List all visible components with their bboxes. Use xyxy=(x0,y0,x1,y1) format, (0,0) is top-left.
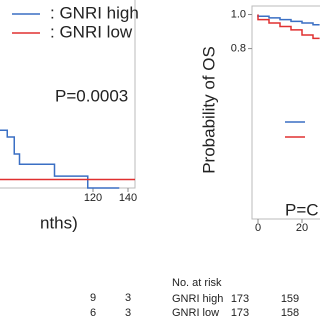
risk-count: 9 xyxy=(90,292,96,304)
survival-curve xyxy=(257,14,320,26)
y-axis-label: Probability of OS xyxy=(199,46,218,174)
legend-label: : GNRI low xyxy=(50,22,133,41)
p-value: P=C xyxy=(285,200,319,219)
legend-label: : GNRI high xyxy=(50,3,139,22)
survival-curve xyxy=(257,14,320,40)
risk-count: 3 xyxy=(125,307,131,319)
y-tick-label: 0.8 xyxy=(231,43,246,55)
risk-count: 158 xyxy=(281,307,299,319)
risk-count: 159 xyxy=(281,293,299,305)
x-tick-label: 140 xyxy=(119,192,137,204)
risk-count: 6 xyxy=(90,307,96,319)
risk-count: 173 xyxy=(231,307,249,319)
risk-title: No. at risk xyxy=(172,277,222,289)
p-value: P=0.0003 xyxy=(55,86,128,105)
left-frame xyxy=(0,0,136,189)
x-tick-label: 120 xyxy=(84,192,102,204)
x-tick-label: 20 xyxy=(296,222,308,234)
survival-curve xyxy=(0,178,135,181)
right-frame xyxy=(251,5,320,220)
x-tick-label: 0 xyxy=(255,222,261,234)
risk-group: GNRI low xyxy=(172,307,219,319)
risk-group: GNRI high xyxy=(172,293,223,305)
risk-count: 3 xyxy=(125,292,131,304)
risk-count: 173 xyxy=(231,293,249,305)
survival-curve xyxy=(0,129,120,189)
y-tick-label: 1.0 xyxy=(231,8,246,20)
x-axis-label: nths) xyxy=(40,213,78,232)
